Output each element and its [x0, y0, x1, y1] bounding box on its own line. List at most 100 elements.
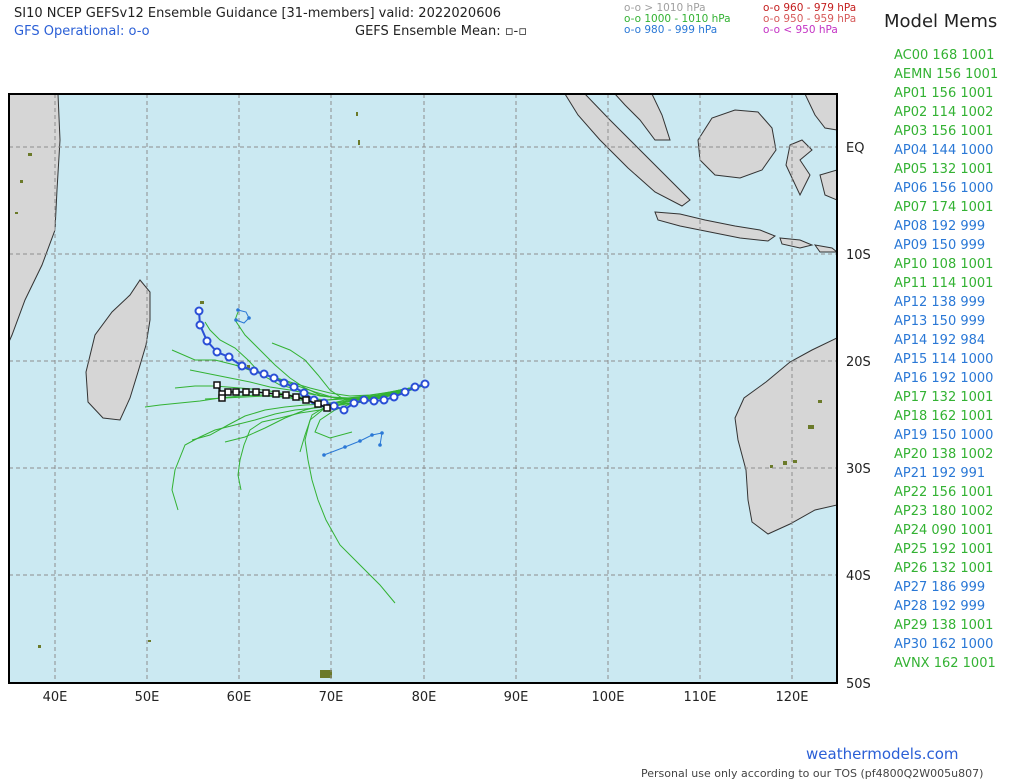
latitude-label: 30S: [846, 462, 871, 477]
model-member-item: AP17 132 1001: [894, 390, 994, 405]
model-member-item: AP05 132 1001: [894, 162, 994, 177]
model-member-item: AP15 114 1000: [894, 352, 994, 367]
latitude-label: 20S: [846, 355, 871, 370]
gfs-position-marker: [339, 405, 349, 415]
model-member-item: AEMN 156 1001: [894, 67, 999, 82]
model-member-item: AP09 150 999: [894, 238, 986, 253]
usage-note: Personal use only according to our TOS (…: [641, 767, 984, 780]
gfs-position-marker: [195, 320, 205, 330]
model-member-item: AP27 186 999: [894, 580, 986, 595]
model-member-item: AP16 192 1000: [894, 371, 994, 386]
blue-member-markers: [234, 308, 384, 457]
africa-landmass: [9, 94, 61, 343]
ensemble-mean-marker: [252, 388, 260, 396]
gfs-position-marker: [202, 336, 212, 346]
model-member-item: AC00 168 1001: [894, 48, 995, 63]
model-member-item: AP28 192 999: [894, 599, 986, 614]
java-landmass: [654, 211, 777, 242]
gfs-position-marker: [420, 379, 430, 389]
small-islands: [15, 112, 822, 678]
ensemble-mean-marker: [224, 388, 232, 396]
model-member-item: AP21 192 991: [894, 466, 986, 481]
gfs-position-marker: [379, 395, 389, 405]
gfs-position-marker: [194, 306, 204, 316]
model-members-list: AC00 168 1001 AEMN 156 1001 AP01 156 1001 A…: [894, 46, 998, 673]
ensemble-mean-marker: [213, 381, 221, 389]
australia-landmass: [734, 337, 837, 535]
latitude-label: 50S: [846, 677, 871, 692]
gfs-position-marker: [299, 388, 309, 398]
ensemble-mean-marker: [302, 396, 310, 404]
longitude-label: 70E: [319, 690, 344, 705]
latitude-label: 10S: [846, 248, 871, 263]
gfs-position-marker: [224, 352, 234, 362]
model-member-item: AVNX 162 1001: [894, 656, 996, 671]
model-member-item: AP06 156 1000: [894, 181, 994, 196]
ensemble-mean-marker: [314, 400, 322, 408]
legend-item: o-o < 950 hPa: [763, 24, 838, 36]
gfs-position-marker: [369, 396, 379, 406]
model-member-item: AP25 192 1001: [894, 542, 994, 557]
axis-labels: 40E 50E 60E 70E 80E 90E 100E 110E 120E EQ 10S 20S 30…: [43, 141, 871, 705]
gfs-position-marker: [410, 382, 420, 392]
longitude-label: 60E: [227, 690, 252, 705]
malaysia-landmass: [614, 94, 671, 141]
legend-item: o-o 960 - 979 hPa: [763, 2, 857, 14]
model-member-item: AP10 108 1001: [894, 257, 994, 272]
pressure-legend-right: o-o 960 - 979 hPa o-o 950 - 959 hPa o-o …: [763, 3, 856, 36]
ensemble-mean-marker: [272, 390, 280, 398]
longitude-label: 50E: [135, 690, 160, 705]
model-member-item: AP29 138 1001: [894, 618, 994, 633]
model-member-item: AP13 150 999: [894, 314, 986, 329]
member-track-980-999: [323, 432, 383, 456]
philippines-landmass: [804, 94, 837, 131]
map-frame: [8, 93, 838, 684]
ensemble-mean-track: [213, 381, 331, 412]
model-member-item: AP12 138 999: [894, 295, 986, 310]
legend-item: o-o 980 - 999 hPa: [624, 24, 718, 36]
model-member-item: AP01 156 1001: [894, 86, 994, 101]
landmasses: [9, 94, 837, 678]
longitude-label: 120E: [775, 690, 808, 705]
latitude-label: EQ: [846, 141, 864, 156]
model-members-title: Model Mems: [884, 11, 998, 32]
gfs-position-marker: [289, 382, 299, 392]
model-member-item: AP03 156 1001: [894, 124, 994, 139]
borneo-landmass: [697, 109, 777, 179]
model-member-item: AP14 192 984: [894, 333, 986, 348]
latitude-label: 40S: [846, 569, 871, 584]
legend-item: o-o 950 - 959 hPa: [763, 13, 857, 25]
brand-link[interactable]: weathermodels.com: [806, 745, 959, 763]
gfs-position-marker: [237, 361, 247, 371]
longitude-label: 80E: [412, 690, 437, 705]
model-member-item: AP18 162 1001: [894, 409, 994, 424]
model-member-item: AP08 192 999: [894, 219, 986, 234]
ensemble-mean-marker: [323, 404, 331, 412]
model-member-item: AP26 132 1001: [894, 561, 994, 576]
model-member-item: AP22 156 1001: [894, 485, 994, 500]
model-member-item: AP04 144 1000: [894, 143, 994, 158]
longitude-label: 100E: [591, 690, 624, 705]
madagascar-landmass: [85, 279, 151, 421]
ensemble-mean-marker: [242, 388, 250, 396]
legend-item: o-o 1000 - 1010 hPa: [624, 13, 731, 25]
ensemble-mean-marker: [232, 388, 240, 396]
gfs-operational-label: GFS Operational: o-o: [14, 24, 150, 39]
gfs-position-marker: [279, 378, 289, 388]
gfs-position-marker: [389, 392, 399, 402]
pressure-legend-left: o-o > 1010 hPa o-o 1000 - 1010 hPa o-o 9…: [624, 3, 731, 36]
longitude-label: 40E: [43, 690, 68, 705]
gfs-position-marker: [329, 401, 339, 411]
ensemble-mean-marker: [282, 391, 290, 399]
model-member-item: AP24 090 1001: [894, 523, 994, 538]
legend-item: o-o > 1010 hPa: [624, 2, 706, 14]
model-member-item: AP07 174 1001: [894, 200, 994, 215]
graticule: [9, 94, 837, 683]
model-member-item: AP23 180 1002: [894, 504, 994, 519]
longitude-label: 90E: [504, 690, 529, 705]
gfs-position-marker: [400, 387, 410, 397]
ensemble-mean-marker: [218, 394, 226, 402]
model-member-item: AP11 114 1001: [894, 276, 994, 291]
chart-title: SI10 NCEP GEFSv12 Ensemble Guidance [31-…: [14, 6, 502, 21]
